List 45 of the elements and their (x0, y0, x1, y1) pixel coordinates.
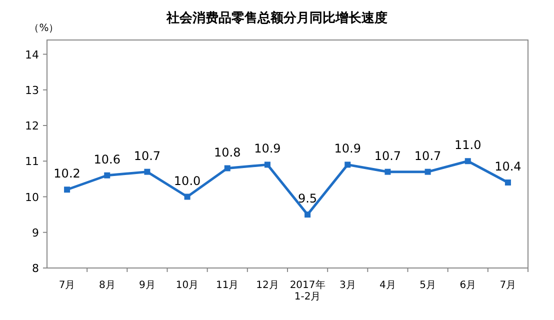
x-tick-label: 6月 (460, 280, 476, 291)
data-label: 10.9 (334, 142, 361, 156)
point (384, 168, 391, 175)
data-label: 10.7 (374, 148, 402, 163)
x-tick-label: 9月 (139, 280, 156, 291)
point (144, 168, 150, 175)
point (304, 212, 311, 218)
y-tick-label: 8 (32, 262, 39, 275)
data-label: 10.4 (494, 160, 522, 174)
point (504, 180, 511, 186)
x-tick-label: 3月 (339, 280, 356, 291)
data-label: 10.0 (174, 174, 201, 188)
data-label: 10.8 (214, 145, 241, 160)
y-tick-label: 13 (25, 84, 39, 97)
data-label: 10.7 (414, 148, 442, 163)
data-label: 10.7 (134, 148, 161, 163)
x-tick-label: 7月 (500, 280, 516, 291)
y-tick-label: 12 (25, 120, 39, 132)
y-tick-label: 14 (25, 48, 39, 62)
y-tick-label: 9 (32, 226, 39, 240)
x-tick-label: 10月 (176, 280, 199, 291)
point (424, 168, 431, 175)
y-tick-label: 10 (25, 190, 39, 204)
y-axis-title: （%） (29, 23, 59, 34)
data-label: 10.6 (94, 152, 120, 166)
data-label: 11.0 (454, 138, 482, 152)
x-tick-label: 12月 (256, 280, 279, 291)
y-tick-label: 11 (25, 155, 39, 168)
x-tick-label: 11月 (216, 280, 239, 291)
point (224, 165, 230, 172)
x-tick-label: 7月 (58, 280, 76, 291)
data-label: 10.2 (54, 166, 80, 181)
chart-title: 社会消费品零售总额分月同比增长速度 (166, 10, 388, 26)
x-tick-label: 2017年 1-2月 (290, 279, 326, 302)
point (264, 162, 270, 168)
x-tick-label: 4月 (380, 280, 396, 291)
point (344, 162, 351, 168)
point (104, 172, 110, 178)
x-tick-label: 8月 (98, 280, 116, 291)
data-label: 9.5 (298, 192, 318, 206)
point (184, 194, 190, 200)
data-label: 10.9 (254, 142, 281, 156)
x-tick-label: 5月 (420, 280, 436, 291)
point (464, 158, 471, 164)
point (64, 186, 70, 193)
